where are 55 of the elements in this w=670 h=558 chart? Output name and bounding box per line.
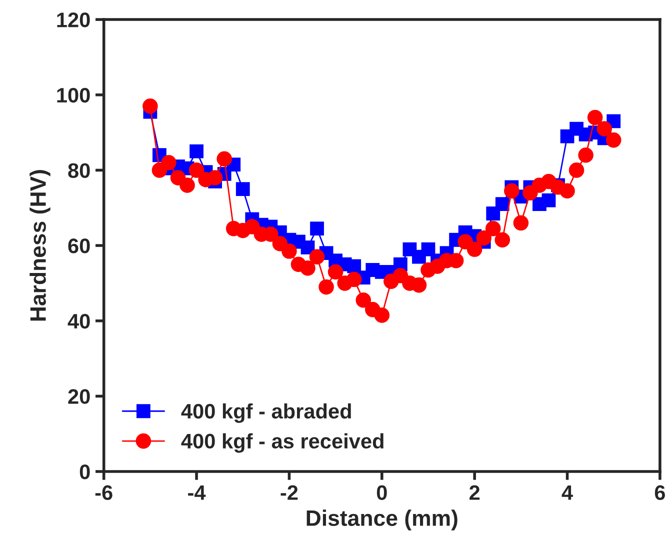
point bbox=[346, 272, 362, 288]
y-tick-label: 120 bbox=[57, 12, 90, 28]
y-axis-title: Hardness (HV) bbox=[30, 170, 50, 321]
point bbox=[188, 162, 204, 178]
y-tick-label: 0 bbox=[80, 464, 90, 480]
x-axis-title: Distance (mm) bbox=[306, 510, 458, 530]
x-tick-label: -6 bbox=[95, 485, 112, 500]
x-tick-label: 6 bbox=[654, 485, 665, 500]
point bbox=[421, 242, 436, 256]
point bbox=[504, 183, 520, 199]
point bbox=[374, 308, 390, 323]
point bbox=[495, 197, 510, 212]
point bbox=[513, 215, 529, 231]
point bbox=[142, 98, 158, 114]
point bbox=[476, 230, 492, 246]
y-tick-label: 20 bbox=[68, 389, 90, 404]
y-tick-label: 100 bbox=[57, 88, 90, 103]
point bbox=[578, 147, 594, 163]
x-tick-label: -2 bbox=[280, 485, 298, 500]
point bbox=[466, 242, 482, 257]
point bbox=[300, 260, 316, 276]
y-tick-label: 60 bbox=[68, 238, 90, 254]
x-tick-label: 0 bbox=[376, 485, 387, 500]
point bbox=[236, 182, 250, 196]
point bbox=[568, 162, 584, 178]
point bbox=[596, 121, 612, 136]
point bbox=[180, 178, 195, 193]
y-tick-label: 80 bbox=[68, 163, 90, 178]
point bbox=[486, 206, 500, 220]
point bbox=[328, 264, 344, 280]
point bbox=[216, 151, 232, 167]
point bbox=[309, 249, 325, 264]
point bbox=[356, 292, 372, 308]
point bbox=[300, 240, 315, 254]
point bbox=[318, 279, 334, 295]
x-tick-label: -4 bbox=[188, 485, 206, 500]
point bbox=[485, 220, 501, 236]
legend-label: 400 kgf - as received bbox=[181, 433, 384, 453]
point bbox=[494, 232, 510, 248]
x-tick-label: 2 bbox=[470, 485, 480, 500]
point bbox=[161, 155, 176, 170]
point bbox=[542, 193, 556, 208]
y-tick-label: 40 bbox=[68, 314, 90, 329]
point bbox=[560, 183, 575, 199]
point bbox=[347, 259, 362, 274]
point bbox=[310, 222, 324, 236]
point bbox=[606, 132, 622, 148]
point bbox=[411, 277, 427, 293]
legend-label: 400 kgf - abraded bbox=[181, 403, 351, 423]
point bbox=[190, 144, 204, 158]
point bbox=[282, 244, 297, 259]
point bbox=[522, 185, 538, 200]
x-tick-label: 4 bbox=[562, 485, 573, 500]
point bbox=[587, 110, 603, 126]
point bbox=[207, 170, 223, 186]
